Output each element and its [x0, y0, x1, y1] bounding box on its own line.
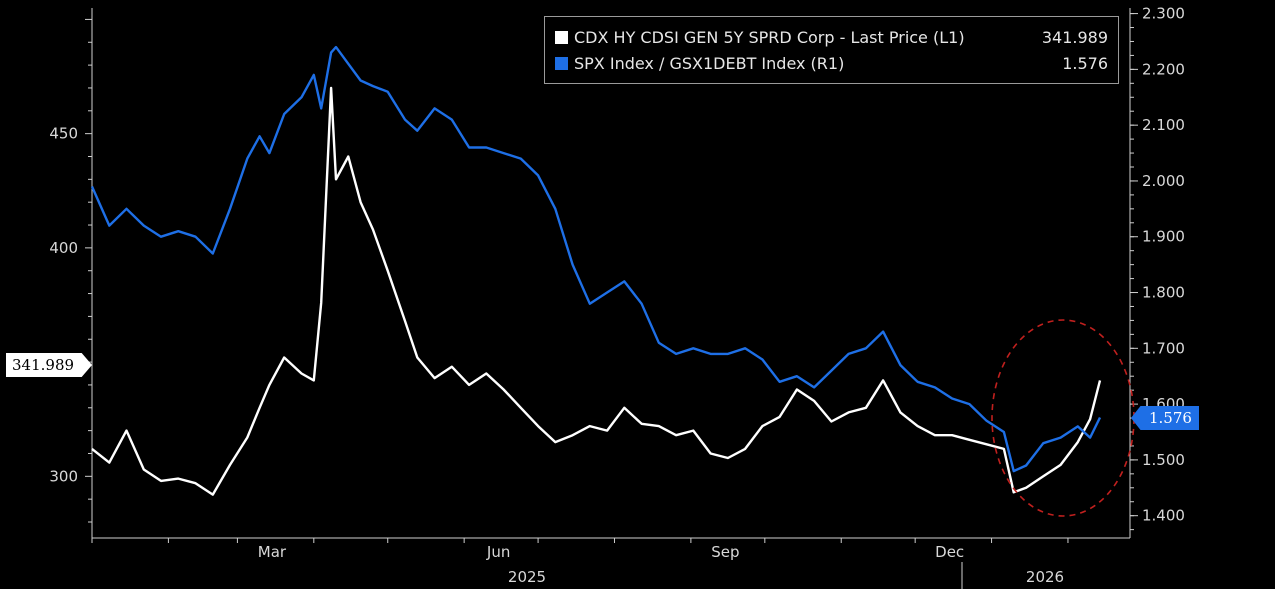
left-tick-label: 400 — [49, 239, 78, 257]
right-tick-label: 1.900 — [1142, 228, 1185, 246]
right-tick-label: 1.700 — [1142, 339, 1185, 357]
x-month-label: Mar — [258, 543, 287, 561]
right-tick-label: 2.000 — [1142, 172, 1185, 190]
legend-swatch-spx — [555, 57, 568, 70]
series-lines — [90, 45, 1102, 496]
x-year-label: 2025 — [508, 568, 546, 586]
x-month-label: Dec — [935, 543, 964, 561]
legend-label-cdx: CDX HY CDSI GEN 5Y SPRD Corp - Last Pric… — [574, 28, 965, 47]
right-tick-label: 2.200 — [1142, 60, 1185, 78]
right-tick-label: 2.300 — [1142, 5, 1185, 23]
last-price-tag-right: 1.576 — [1131, 406, 1199, 430]
series-line-spx — [90, 45, 1102, 473]
series-line-cdx — [91, 86, 1102, 496]
legend-row-spx: SPX Index / GSX1DEBT Index (R1) 1.576 — [555, 53, 1108, 75]
legend: CDX HY CDSI GEN 5Y SPRD Corp - Last Pric… — [544, 16, 1119, 84]
right-tick-label: 1.500 — [1142, 451, 1185, 469]
right-tick-label: 1.400 — [1142, 507, 1185, 525]
legend-swatch-cdx — [555, 31, 568, 44]
legend-label-spx: SPX Index / GSX1DEBT Index (R1) — [574, 54, 845, 73]
legend-value-spx: 1.576 — [1062, 54, 1108, 73]
right-tick-label: 1.800 — [1142, 284, 1185, 302]
last-price-tag-left: 341.989 — [6, 353, 92, 377]
left-tick-label: 300 — [49, 467, 78, 485]
x-year-label: 2026 — [1026, 568, 1064, 586]
x-month-label: Jun — [486, 543, 510, 561]
axes: 3003504004501.4001.5001.6001.7001.8001.9… — [49, 5, 1185, 589]
left-tick-label: 450 — [49, 125, 78, 143]
legend-row-cdx: CDX HY CDSI GEN 5Y SPRD Corp - Last Pric… — [555, 27, 1108, 49]
right-tick-label: 2.100 — [1142, 116, 1185, 134]
x-month-label: Sep — [711, 543, 739, 561]
legend-value-cdx: 341.989 — [1041, 28, 1108, 47]
